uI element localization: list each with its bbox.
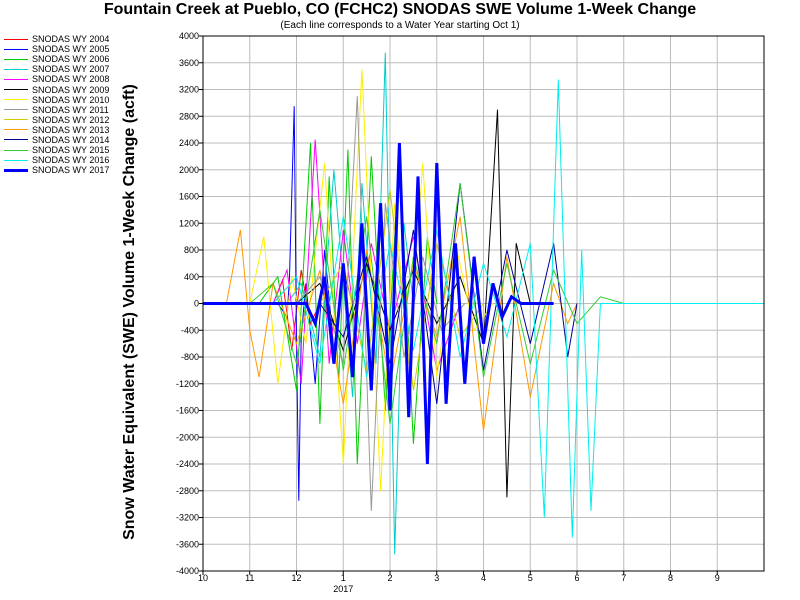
series-line <box>286 52 414 555</box>
legend-swatch <box>4 139 28 141</box>
legend-item: SNODAS WY 2005 <box>4 44 109 54</box>
y-tick-label: 4000 <box>179 31 199 41</box>
y-tick-label: -1600 <box>176 406 199 416</box>
legend-item: SNODAS WY 2009 <box>4 84 110 95</box>
y-tick-label: -3600 <box>176 539 199 549</box>
legend-label: SNODAS WY 2007 <box>32 64 110 75</box>
series-line <box>249 183 624 424</box>
plot-frame <box>202 35 765 572</box>
legend-swatch <box>4 68 28 70</box>
chart-title: Fountain Creek at Pueblo, CO (FCHC2) SNO… <box>103 1 697 18</box>
y-tick-label: -1200 <box>176 379 199 389</box>
legend-item: SNODAS WY 2015 <box>4 145 109 155</box>
y-tick-label: -400 <box>181 325 199 335</box>
legend-swatch <box>4 159 28 161</box>
y-tick-label: -2000 <box>176 432 199 442</box>
y-tick-label: 2800 <box>179 111 199 121</box>
legend-item: SNODAS WY 2016 <box>4 155 109 165</box>
x-year-label: 2017 <box>333 584 353 594</box>
legend-label: SNODAS WY 2017 <box>32 165 110 176</box>
x-tick-label: 5 <box>528 573 533 583</box>
legend-item: SNODAS WY 2017 <box>4 165 109 175</box>
legend-label: SNODAS WY 2012 <box>32 114 110 125</box>
x-tick-label: 2 <box>387 573 392 583</box>
chart-legend: SNODAS WY 2004 SNODAS WY 2005 SNODAS WY 20… <box>4 34 109 175</box>
y-tick-label: 400 <box>184 272 199 282</box>
legend-label: SNODAS WY 2011 <box>32 104 109 115</box>
x-tick-label: 4 <box>481 573 486 583</box>
legend-item: SNODAS WY 2010 <box>4 95 109 105</box>
legend-item: SNODAS WY 2004 <box>4 34 109 44</box>
x-tick-label: 11 <box>245 573 254 583</box>
x-tick-label: 1 <box>341 573 346 583</box>
series-line <box>272 79 764 538</box>
series-line <box>319 189 484 391</box>
legend-label: SNODAS WY 2014 <box>32 134 110 145</box>
y-tick-label: 3600 <box>179 58 199 68</box>
legend-item: SNODAS WY 2006 <box>4 54 109 64</box>
legend-swatch <box>4 99 28 101</box>
series-line <box>296 109 531 498</box>
legend-item: SNODAS WY 2007 <box>4 64 109 74</box>
y-tick-label: -3200 <box>176 513 199 523</box>
y-tick-label: 1600 <box>179 192 199 202</box>
series-line <box>258 142 438 465</box>
legend-item: SNODAS WY 2014 <box>4 135 109 145</box>
x-tick-label: 8 <box>668 573 673 583</box>
x-tick-label: 7 <box>621 573 626 583</box>
legend-label: SNODAS WY 2013 <box>32 124 110 135</box>
legend-swatch <box>4 119 28 121</box>
x-tick-label: 12 <box>291 573 301 583</box>
x-tick-label: 6 <box>574 573 579 583</box>
legend-swatch <box>4 168 28 172</box>
y-tick-label: 3200 <box>179 85 199 95</box>
legend-swatch <box>4 58 28 60</box>
legend-label: SNODAS WY 2009 <box>32 84 110 95</box>
legend-swatch <box>4 149 28 151</box>
x-tick-label: 9 <box>715 573 720 583</box>
legend-swatch <box>4 109 28 111</box>
legend-swatch <box>4 38 28 40</box>
legend-item: SNODAS WY 2013 <box>4 125 109 135</box>
y-tick-label: 2000 <box>179 165 199 175</box>
legend-item: SNODAS WY 2008 <box>4 74 109 84</box>
y-tick-label: -2800 <box>176 486 199 496</box>
y-tick-label: -2400 <box>176 459 199 469</box>
x-tick-label: 3 <box>434 573 439 583</box>
y-tick-label: 800 <box>184 245 199 255</box>
series-line <box>203 142 554 465</box>
legend-swatch <box>4 78 28 80</box>
legend-swatch <box>4 129 28 131</box>
legend-label: SNODAS WY 2006 <box>32 54 110 65</box>
legend-item: SNODAS WY 2011 <box>4 105 109 115</box>
y-tick-label: -800 <box>181 352 199 362</box>
legend-label: SNODAS WY 2010 <box>32 94 110 105</box>
legend-item: SNODAS WY 2012 <box>4 115 109 125</box>
y-tick-label: 2400 <box>179 138 199 148</box>
legend-label: SNODAS WY 2008 <box>32 74 110 85</box>
legend-label: SNODAS WY 2016 <box>32 155 110 166</box>
legend-label: SNODAS WY 2015 <box>32 145 110 156</box>
chart-subtitle: (Each line corresponds to a Water Year s… <box>280 20 520 31</box>
y-tick-label: 0 <box>194 299 199 309</box>
x-tick-label: 10 <box>198 573 208 583</box>
y-tick-label: -4000 <box>176 566 199 576</box>
legend-label: SNODAS WY 2005 <box>32 44 110 55</box>
y-tick-label: 1200 <box>179 218 199 228</box>
legend-swatch <box>4 48 28 50</box>
legend-swatch <box>4 89 28 91</box>
legend-label: SNODAS WY 2004 <box>32 34 110 45</box>
